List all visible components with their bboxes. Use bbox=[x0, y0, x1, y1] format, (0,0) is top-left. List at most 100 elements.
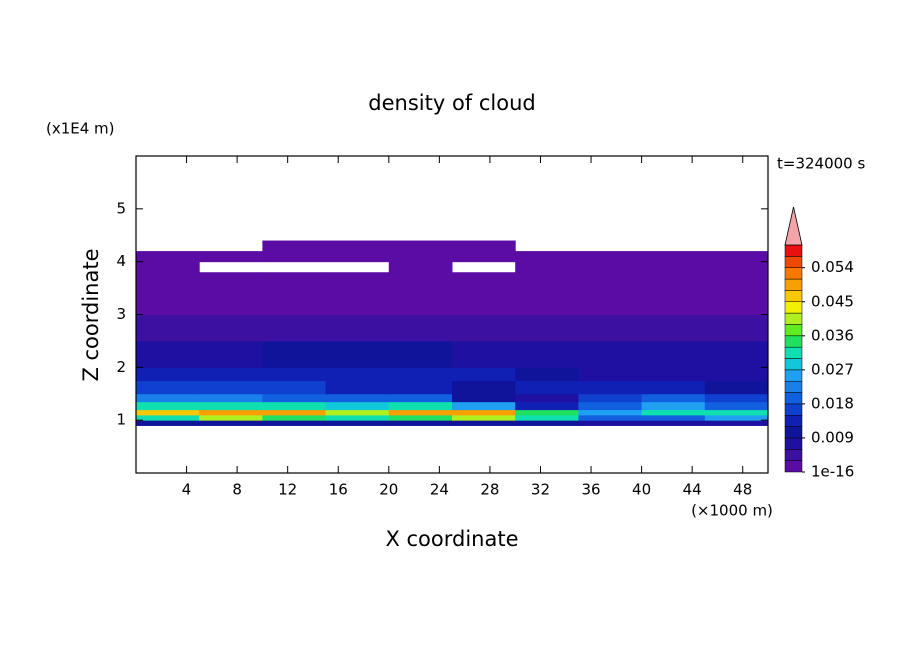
x-tick-label: 20 bbox=[379, 481, 398, 499]
contour-cell bbox=[704, 380, 769, 395]
contour-cell bbox=[641, 314, 706, 342]
contour-cell bbox=[262, 314, 327, 342]
contour-cell bbox=[641, 251, 706, 263]
contour-cell bbox=[704, 251, 769, 263]
contour-cell bbox=[515, 340, 579, 368]
contour-cell bbox=[199, 367, 263, 382]
y-unit: (x1E4 m) bbox=[46, 120, 115, 138]
y-tick-label: 5 bbox=[116, 199, 126, 217]
contour-cell bbox=[388, 367, 453, 382]
contour-cell bbox=[515, 380, 579, 395]
contour-cell bbox=[452, 414, 516, 421]
contour-cell bbox=[199, 380, 263, 395]
colorbar-swatch bbox=[784, 346, 803, 359]
colorbar-swatch bbox=[784, 460, 803, 473]
contour-cell bbox=[452, 340, 516, 368]
contour-cell bbox=[704, 367, 769, 382]
contour-cell bbox=[515, 367, 579, 382]
contour-cell bbox=[388, 401, 453, 411]
contour-cell bbox=[452, 251, 516, 263]
x-axis-title: X coordinate bbox=[385, 527, 518, 551]
contour-cell bbox=[199, 401, 263, 411]
contour-cell bbox=[452, 420, 516, 426]
colorbar-label: 1e-16 bbox=[811, 463, 854, 481]
contour-cell bbox=[199, 393, 263, 403]
colorbar-swatch bbox=[784, 312, 803, 325]
colorbar-swatch bbox=[784, 392, 803, 405]
contour-cell bbox=[641, 420, 706, 426]
contour-cell bbox=[704, 261, 769, 273]
y-tick-label: 4 bbox=[116, 252, 126, 270]
colorbar-swatch bbox=[784, 244, 803, 257]
contour-cell bbox=[704, 401, 769, 411]
colorbar-swatch bbox=[784, 449, 803, 461]
colorbar-swatch bbox=[784, 324, 803, 337]
contour-cell bbox=[136, 401, 200, 411]
contour-cell bbox=[388, 251, 453, 263]
contour-cell bbox=[262, 420, 327, 426]
contour-cell bbox=[578, 261, 643, 273]
contour-cell bbox=[136, 420, 200, 426]
contour-cell bbox=[515, 251, 579, 263]
contour-cell bbox=[641, 409, 706, 416]
contour-cell bbox=[262, 251, 327, 263]
contour-cell bbox=[704, 409, 769, 416]
contour-cell bbox=[262, 340, 327, 368]
contour-cell bbox=[262, 380, 327, 395]
x-tick-label: 16 bbox=[329, 481, 348, 499]
contour-cell bbox=[388, 414, 453, 421]
x-tick-label: 8 bbox=[232, 481, 242, 499]
x-tick-label: 32 bbox=[531, 481, 550, 499]
contour-cell bbox=[704, 393, 769, 403]
contour-cell bbox=[136, 367, 200, 382]
y-tick-label: 3 bbox=[116, 305, 126, 323]
contour-cell bbox=[704, 272, 769, 289]
colorbar-label: 0.054 bbox=[811, 258, 854, 276]
y-axis-title: Z coordinate bbox=[79, 248, 103, 381]
time-annotation: t=324000 s bbox=[777, 155, 865, 173]
colorbar-swatch bbox=[784, 290, 803, 302]
contour-cell bbox=[325, 251, 390, 263]
contour-cell bbox=[136, 340, 200, 368]
contour-cell bbox=[578, 251, 643, 263]
contour-cell bbox=[199, 288, 263, 315]
contour-cell bbox=[578, 393, 643, 403]
colorbar-label: 0.018 bbox=[811, 394, 854, 412]
colorbar-swatch bbox=[784, 358, 803, 371]
x-tick-label: 12 bbox=[278, 481, 297, 499]
contour-cell bbox=[199, 420, 263, 426]
contour-cell bbox=[515, 420, 579, 426]
contour-cell bbox=[388, 380, 453, 395]
contour-cell bbox=[704, 314, 769, 342]
contour-cell bbox=[262, 401, 327, 411]
contour-cell bbox=[452, 409, 516, 416]
contour-cell bbox=[262, 409, 327, 416]
colorbar-extend bbox=[784, 206, 803, 246]
contour-cell bbox=[136, 288, 200, 315]
contour-cell bbox=[388, 409, 453, 416]
contour-cell bbox=[578, 314, 643, 342]
contour-cell bbox=[388, 288, 453, 315]
contour-cell bbox=[515, 261, 579, 273]
contour-cell bbox=[641, 272, 706, 289]
colorbar-label: 0.045 bbox=[811, 292, 854, 310]
contour-cell bbox=[641, 340, 706, 368]
contour-cell bbox=[388, 420, 453, 426]
contour-cell bbox=[515, 314, 579, 342]
contour-cell bbox=[136, 393, 200, 403]
x-unit: (×1000 m) bbox=[691, 502, 773, 520]
contour-cell bbox=[325, 414, 390, 421]
contour-cell bbox=[641, 261, 706, 273]
colorbar-swatch bbox=[784, 437, 803, 450]
y-tick-label: 1 bbox=[116, 411, 126, 429]
contour-cell bbox=[452, 380, 516, 395]
contour-cell bbox=[325, 380, 390, 395]
chart-title: density of cloud bbox=[368, 91, 535, 115]
y-tick-label: 2 bbox=[116, 358, 126, 376]
contour-cell bbox=[262, 367, 327, 382]
colorbar-swatch bbox=[784, 403, 803, 416]
colorbar-swatch bbox=[784, 380, 803, 393]
x-tick-label: 4 bbox=[182, 481, 192, 499]
contour-cell bbox=[515, 414, 579, 421]
